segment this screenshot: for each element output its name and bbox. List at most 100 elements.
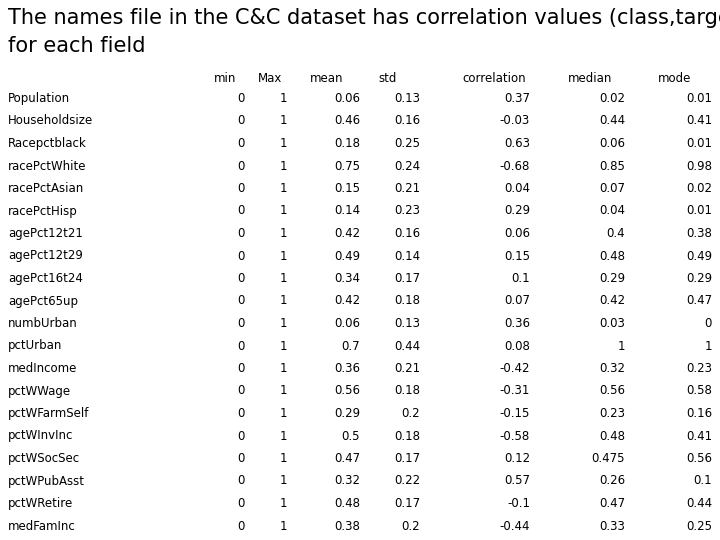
Text: mode: mode xyxy=(658,72,691,85)
Text: median: median xyxy=(568,72,613,85)
Text: medFamInc: medFamInc xyxy=(8,519,76,532)
Text: 0.29: 0.29 xyxy=(504,205,530,218)
Text: 0.32: 0.32 xyxy=(599,362,625,375)
Text: -0.31: -0.31 xyxy=(500,384,530,397)
Text: 1: 1 xyxy=(618,340,625,353)
Text: 0.14: 0.14 xyxy=(334,205,360,218)
Text: -0.68: -0.68 xyxy=(500,159,530,172)
Text: 0: 0 xyxy=(238,92,245,105)
Text: 1: 1 xyxy=(279,384,287,397)
Text: 1: 1 xyxy=(279,429,287,442)
Text: 0.23: 0.23 xyxy=(394,205,420,218)
Text: agePct12t21: agePct12t21 xyxy=(8,227,83,240)
Text: 1: 1 xyxy=(279,294,287,307)
Text: 0.13: 0.13 xyxy=(394,92,420,105)
Text: medIncome: medIncome xyxy=(8,362,77,375)
Text: 0.41: 0.41 xyxy=(686,429,712,442)
Text: 0.29: 0.29 xyxy=(686,272,712,285)
Text: 0: 0 xyxy=(238,519,245,532)
Text: 0.46: 0.46 xyxy=(334,114,360,127)
Text: 0.42: 0.42 xyxy=(334,294,360,307)
Text: 0.24: 0.24 xyxy=(394,159,420,172)
Text: 1: 1 xyxy=(704,340,712,353)
Text: 0.02: 0.02 xyxy=(686,182,712,195)
Text: 0.21: 0.21 xyxy=(394,182,420,195)
Text: 0.16: 0.16 xyxy=(394,114,420,127)
Text: 0: 0 xyxy=(238,429,245,442)
Text: Householdsize: Householdsize xyxy=(8,114,94,127)
Text: pctWPubAsst: pctWPubAsst xyxy=(8,475,85,488)
Text: 0.04: 0.04 xyxy=(504,182,530,195)
Text: 0.34: 0.34 xyxy=(334,272,360,285)
Text: 1: 1 xyxy=(279,362,287,375)
Text: 1: 1 xyxy=(279,182,287,195)
Text: 0: 0 xyxy=(238,475,245,488)
Text: 0.18: 0.18 xyxy=(334,137,360,150)
Text: 0.18: 0.18 xyxy=(394,384,420,397)
Text: 0.02: 0.02 xyxy=(599,92,625,105)
Text: 0: 0 xyxy=(238,294,245,307)
Text: 0.38: 0.38 xyxy=(686,227,712,240)
Text: 0: 0 xyxy=(238,159,245,172)
Text: 0.18: 0.18 xyxy=(394,429,420,442)
Text: 0.23: 0.23 xyxy=(599,407,625,420)
Text: 0.44: 0.44 xyxy=(394,340,420,353)
Text: 0: 0 xyxy=(238,317,245,330)
Text: -0.03: -0.03 xyxy=(500,114,530,127)
Text: 0.44: 0.44 xyxy=(686,497,712,510)
Text: 0.32: 0.32 xyxy=(334,475,360,488)
Text: 0.04: 0.04 xyxy=(599,205,625,218)
Text: 1: 1 xyxy=(279,114,287,127)
Text: 0.1: 0.1 xyxy=(693,475,712,488)
Text: Max: Max xyxy=(258,72,282,85)
Text: 0.01: 0.01 xyxy=(686,205,712,218)
Text: 0.22: 0.22 xyxy=(394,475,420,488)
Text: 0: 0 xyxy=(238,205,245,218)
Text: 0.08: 0.08 xyxy=(504,340,530,353)
Text: 0: 0 xyxy=(238,249,245,262)
Text: 0.42: 0.42 xyxy=(334,227,360,240)
Text: 0: 0 xyxy=(238,227,245,240)
Text: racePctHisp: racePctHisp xyxy=(8,205,78,218)
Text: mean: mean xyxy=(310,72,343,85)
Text: 0.75: 0.75 xyxy=(334,159,360,172)
Text: 0.47: 0.47 xyxy=(334,452,360,465)
Text: pctUrban: pctUrban xyxy=(8,340,63,353)
Text: 1: 1 xyxy=(279,272,287,285)
Text: 0.25: 0.25 xyxy=(686,519,712,532)
Text: for each field: for each field xyxy=(8,36,145,56)
Text: 0: 0 xyxy=(238,137,245,150)
Text: correlation: correlation xyxy=(462,72,526,85)
Text: 0.25: 0.25 xyxy=(394,137,420,150)
Text: 0: 0 xyxy=(238,114,245,127)
Text: 0.15: 0.15 xyxy=(334,182,360,195)
Text: 0.49: 0.49 xyxy=(334,249,360,262)
Text: agePct12t29: agePct12t29 xyxy=(8,249,83,262)
Text: 0.23: 0.23 xyxy=(686,362,712,375)
Text: 1: 1 xyxy=(279,159,287,172)
Text: 0.2: 0.2 xyxy=(401,407,420,420)
Text: 0.07: 0.07 xyxy=(599,182,625,195)
Text: Racepctblack: Racepctblack xyxy=(8,137,86,150)
Text: 0.21: 0.21 xyxy=(394,362,420,375)
Text: 1: 1 xyxy=(279,227,287,240)
Text: 0.98: 0.98 xyxy=(686,159,712,172)
Text: min: min xyxy=(214,72,236,85)
Text: 0.47: 0.47 xyxy=(599,497,625,510)
Text: agePct16t24: agePct16t24 xyxy=(8,272,83,285)
Text: 0.17: 0.17 xyxy=(394,272,420,285)
Text: 0.14: 0.14 xyxy=(394,249,420,262)
Text: 0: 0 xyxy=(238,497,245,510)
Text: 0.06: 0.06 xyxy=(334,92,360,105)
Text: 0.44: 0.44 xyxy=(599,114,625,127)
Text: std: std xyxy=(378,72,397,85)
Text: -0.58: -0.58 xyxy=(500,429,530,442)
Text: 0.29: 0.29 xyxy=(334,407,360,420)
Text: numbUrban: numbUrban xyxy=(8,317,78,330)
Text: 1: 1 xyxy=(279,205,287,218)
Text: 0: 0 xyxy=(238,182,245,195)
Text: 0.56: 0.56 xyxy=(686,452,712,465)
Text: 0.36: 0.36 xyxy=(334,362,360,375)
Text: 0.06: 0.06 xyxy=(599,137,625,150)
Text: pctWRetire: pctWRetire xyxy=(8,497,73,510)
